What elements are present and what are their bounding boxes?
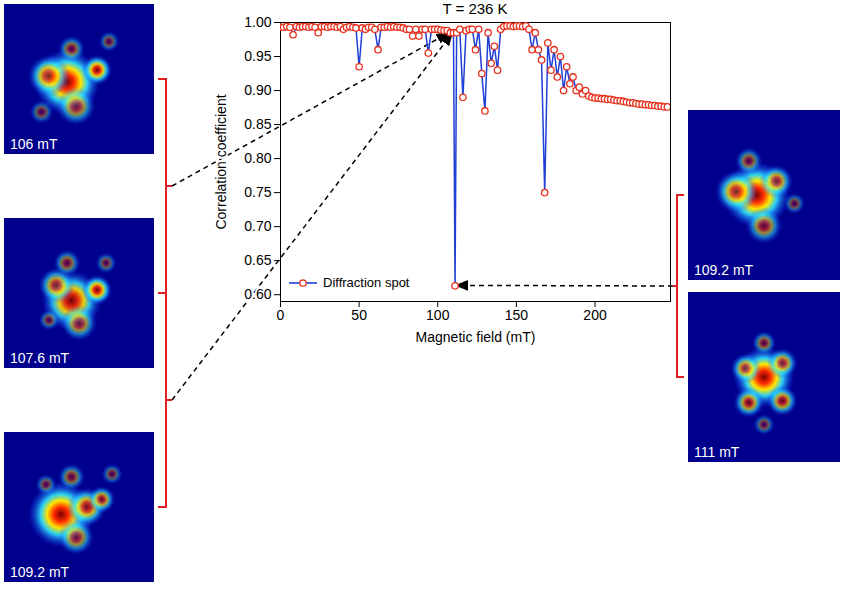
html-text:106 mT: 106 mT [10,136,58,152]
svg-text:0: 0 [277,307,285,323]
svg-text:0.65: 0.65 [244,252,271,268]
html-text:109.2 mT: 109.2 mT [10,564,70,580]
svg-text:150: 150 [505,307,529,323]
svg-text:1.00: 1.00 [244,14,271,30]
svg-text:0.80: 0.80 [244,150,271,166]
html-text:Diffraction spot: Diffraction spot [323,275,410,290]
svg-text:0.75: 0.75 [244,184,271,200]
svg-text:Magnetic field (mT): Magnetic field (mT) [416,329,536,345]
svg-text:Correlation coefficient: Correlation coefficient [213,94,229,229]
svg-text:0.70: 0.70 [244,218,271,234]
svg-text:200: 200 [583,307,607,323]
svg-text:0.60: 0.60 [244,286,271,302]
svg-text:0.85: 0.85 [244,116,271,132]
svg-text:50: 50 [351,307,367,323]
svg-text:0.90: 0.90 [244,82,271,98]
svg-text:100: 100 [426,307,450,323]
svg-text:0.95: 0.95 [244,48,271,64]
html-text:T = 236 K: T = 236 K [442,0,508,17]
html-text:107.6 mT: 107.6 mT [10,350,70,366]
html-text:111 mT: 111 mT [694,444,740,460]
html-text:109.2 mT: 109.2 mT [694,262,754,278]
